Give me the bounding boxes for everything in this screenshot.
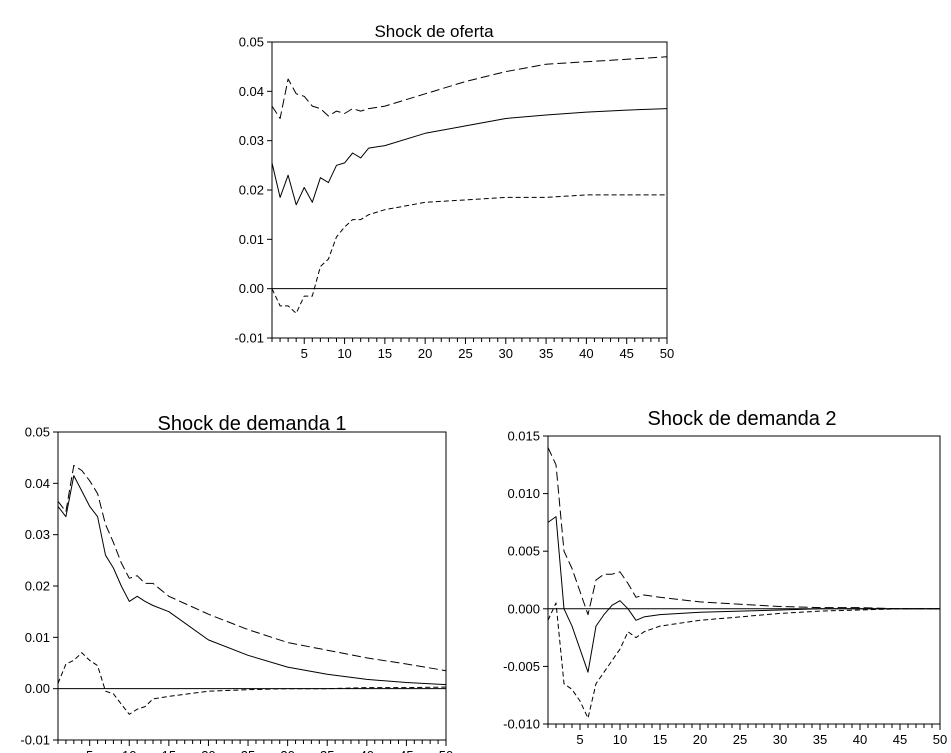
series-line-lower-band-dashed	[57, 652, 447, 715]
plot-frame	[271, 41, 668, 339]
x-tick-label: 35	[813, 732, 827, 747]
x-tick-label: 50	[933, 732, 947, 747]
y-tick-label: 0.015	[507, 429, 540, 444]
x-tick-label: 45	[399, 748, 413, 753]
series-line-lower-band-dashed	[271, 194, 667, 314]
x-tick-label: 20	[693, 732, 707, 747]
y-tick-label: 0.04	[239, 84, 264, 99]
x-tick-label: 50	[660, 346, 674, 361]
plot-frame	[57, 431, 447, 741]
x-tick-label: 10	[613, 732, 627, 747]
y-tick-label: 0.00	[239, 281, 264, 296]
x-tick-label: 15	[653, 732, 667, 747]
x-tick-label: 45	[893, 732, 907, 747]
x-tick-label: 35	[539, 346, 553, 361]
x-tick-label: 25	[733, 732, 747, 747]
series-line-lower-band-dashed	[547, 602, 940, 719]
y-tick-label: 0.000	[507, 601, 540, 616]
x-tick-label: 15	[378, 346, 392, 361]
series-line-upper-band-dashed	[271, 56, 668, 119]
y-tick-label: -0.01	[20, 733, 50, 748]
y-tick-label: 0.02	[239, 183, 264, 198]
x-tick-label: 40	[853, 732, 867, 747]
y-tick-label: -0.01	[234, 331, 264, 346]
x-tick-label: 10	[337, 346, 351, 361]
y-tick-label: 0.00	[25, 681, 50, 696]
x-tick-label: 40	[360, 748, 374, 753]
y-tick-label: -0.010	[503, 717, 540, 732]
x-tick-label: 5	[576, 732, 583, 747]
chart-panel-demand-shock-2: Shock de demanda 2 -0.010 -0.005 0.000 0.00…	[503, 408, 947, 747]
y-tick-label: 0.010	[507, 486, 540, 501]
y-tick-label: 0.03	[239, 133, 264, 148]
x-tick-label: 25	[241, 748, 255, 753]
y-tick-label: 0.03	[25, 527, 50, 542]
series-line-response-solid	[57, 475, 447, 686]
x-tick-label: 40	[579, 346, 593, 361]
chart-title: Shock de demanda 1	[157, 413, 346, 435]
y-tick-label: 0.05	[25, 425, 50, 440]
x-tick-label: 5	[86, 748, 93, 753]
y-tick-label: 0.01	[25, 630, 50, 645]
series-line-upper-band-dashed	[57, 464, 447, 672]
x-tick-label: 45	[619, 346, 633, 361]
chart-title: Shock de demanda 2	[647, 408, 836, 430]
chart-panel-supply-shock: Shock de oferta -0.01 0.00 0.01 0.02 0.03 0.0…	[234, 22, 674, 361]
series-line-response-solid	[271, 108, 668, 206]
x-tick-label: 35	[320, 748, 334, 753]
y-tick-label: 0.05	[239, 35, 264, 50]
x-tick-label: 30	[499, 346, 513, 361]
y-tick-label: 0.01	[239, 232, 264, 247]
series-line-upper-band-dashed	[547, 447, 940, 616]
x-tick-label: 5	[301, 346, 308, 361]
x-tick-label: 30	[280, 748, 294, 753]
y-tick-label: 0.02	[25, 579, 50, 594]
chart-panel-demand-shock-1: Shock de demanda 1 -0.01 0.00 0.01 0.02 0.03…	[20, 413, 453, 753]
x-tick-label: 50	[439, 748, 453, 753]
x-tick-label: 30	[773, 732, 787, 747]
x-tick-label: 20	[201, 748, 215, 753]
y-tick-label: 0.04	[25, 476, 50, 491]
series-line-response-solid	[547, 516, 940, 673]
x-tick-label: 20	[418, 346, 432, 361]
x-tick-label: 10	[122, 748, 136, 753]
chart-title: Shock de oferta	[374, 22, 494, 41]
x-tick-label: 15	[162, 748, 176, 753]
x-tick-label: 25	[458, 346, 472, 361]
y-tick-label: 0.005	[507, 544, 540, 559]
plot-frame	[547, 435, 941, 725]
y-tick-label: -0.005	[503, 659, 540, 674]
